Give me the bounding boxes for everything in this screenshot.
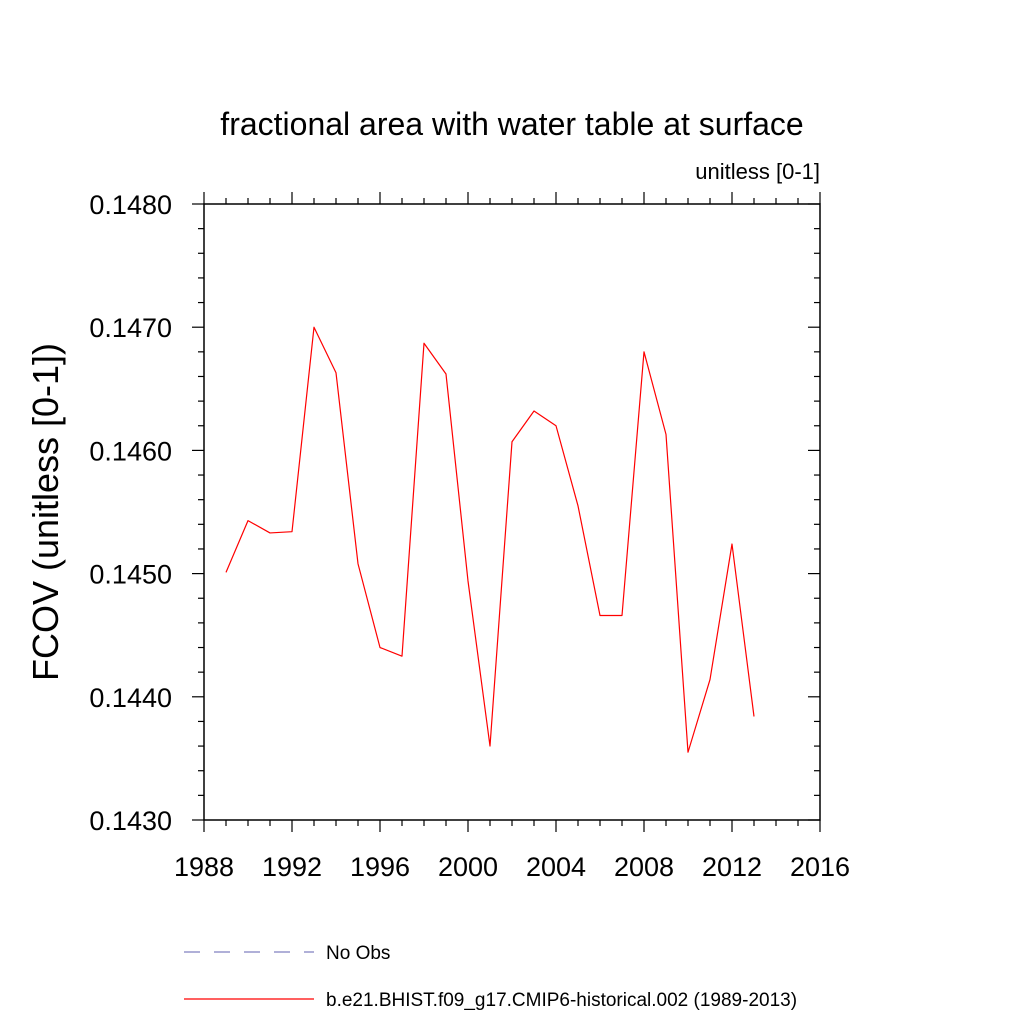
y-tick-label: 0.1480 <box>89 190 172 220</box>
legend-label: b.e21.BHIST.f09_g17.CMIP6-historical.002… <box>326 990 797 1011</box>
legend: No Obs b.e21.BHIST.f09_g17.CMIP6-historic… <box>184 943 797 1011</box>
x-tick-label: 2008 <box>614 852 674 882</box>
x-tick-label: 2012 <box>702 852 762 882</box>
x-tick-label: 1992 <box>262 852 322 882</box>
y-tick-label: 0.1450 <box>89 560 172 590</box>
x-tick-label: 2016 <box>790 852 850 882</box>
plot-frame <box>203 203 821 821</box>
x-tick-label: 2000 <box>438 852 498 882</box>
x-tick-label: 1988 <box>174 852 234 882</box>
y-tick-label: 0.1440 <box>89 683 172 713</box>
chart-title: fractional area with water table at surf… <box>220 106 803 142</box>
series-line <box>225 326 755 753</box>
y-tick-label: 0.1430 <box>89 806 172 836</box>
axis-ticks <box>192 192 821 832</box>
legend-label: No Obs <box>326 943 390 964</box>
series-layer <box>225 326 755 753</box>
units-note: unitless [0-1] <box>695 159 820 184</box>
x-tick-label: 1996 <box>350 852 410 882</box>
x-tick-labels: 1988 1992 1996 2000 2004 2008 2012 2016 <box>174 852 850 882</box>
x-tick-label: 2004 <box>526 852 586 882</box>
y-tick-label: 0.1470 <box>89 313 172 343</box>
y-tick-label: 0.1460 <box>89 436 172 466</box>
y-tick-labels: 0.1430 0.1440 0.1450 0.1460 0.1470 0.1480 <box>89 190 172 836</box>
y-axis-label: FCOV (unitless [0-1]) <box>25 343 66 681</box>
